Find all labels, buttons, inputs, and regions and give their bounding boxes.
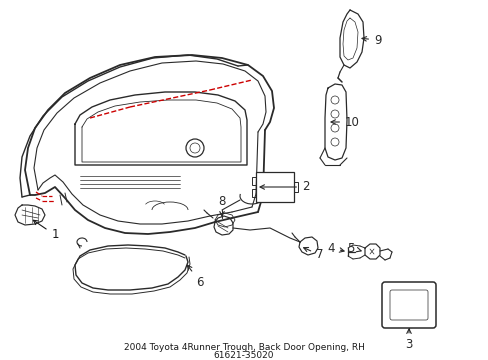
FancyBboxPatch shape	[389, 290, 427, 320]
Text: 4: 4	[327, 242, 344, 255]
Bar	[293, 182, 297, 192]
Bar	[251, 177, 256, 185]
Text: 6: 6	[187, 265, 203, 288]
Text: 9: 9	[361, 33, 381, 46]
Text: 2: 2	[260, 180, 309, 194]
Text: 7: 7	[303, 247, 323, 261]
Bar	[256, 172, 293, 202]
Bar	[251, 189, 256, 197]
Text: 61621-35020: 61621-35020	[213, 351, 274, 360]
FancyBboxPatch shape	[381, 282, 435, 328]
Text: 1: 1	[33, 220, 59, 242]
Text: 8: 8	[218, 195, 225, 216]
Text: 10: 10	[330, 116, 359, 129]
Text: 2004 Toyota 4Runner Trough, Back Door Opening, RH: 2004 Toyota 4Runner Trough, Back Door Op…	[123, 343, 364, 352]
Text: 3: 3	[405, 329, 412, 351]
Text: 5: 5	[347, 242, 361, 255]
